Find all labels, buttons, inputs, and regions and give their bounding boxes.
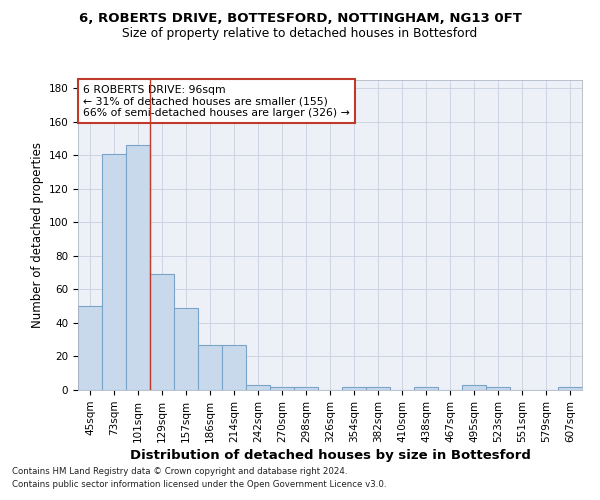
Bar xyxy=(198,345,222,390)
Text: 6, ROBERTS DRIVE, BOTTESFORD, NOTTINGHAM, NG13 0FT: 6, ROBERTS DRIVE, BOTTESFORD, NOTTINGHAM… xyxy=(79,12,521,26)
Bar xyxy=(366,386,390,390)
Bar xyxy=(246,385,270,390)
Bar xyxy=(486,386,510,390)
Bar xyxy=(150,274,174,390)
Bar xyxy=(414,386,438,390)
Bar xyxy=(558,386,582,390)
Bar xyxy=(342,386,366,390)
Text: Contains public sector information licensed under the Open Government Licence v3: Contains public sector information licen… xyxy=(12,480,386,489)
Bar xyxy=(78,306,102,390)
Bar xyxy=(294,386,318,390)
Bar xyxy=(270,386,294,390)
Y-axis label: Number of detached properties: Number of detached properties xyxy=(31,142,44,328)
Text: Size of property relative to detached houses in Bottesford: Size of property relative to detached ho… xyxy=(122,28,478,40)
Bar xyxy=(462,385,486,390)
Bar xyxy=(102,154,126,390)
X-axis label: Distribution of detached houses by size in Bottesford: Distribution of detached houses by size … xyxy=(130,449,530,462)
Text: Contains HM Land Registry data © Crown copyright and database right 2024.: Contains HM Land Registry data © Crown c… xyxy=(12,467,347,476)
Bar xyxy=(174,308,198,390)
Bar xyxy=(126,146,150,390)
Bar xyxy=(222,345,246,390)
Text: 6 ROBERTS DRIVE: 96sqm
← 31% of detached houses are smaller (155)
66% of semi-de: 6 ROBERTS DRIVE: 96sqm ← 31% of detached… xyxy=(83,84,350,118)
